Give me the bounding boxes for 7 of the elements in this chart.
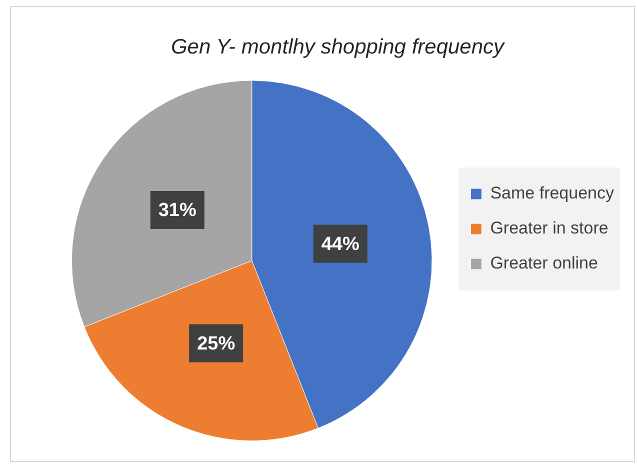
legend-label: Greater online — [490, 254, 598, 273]
legend-label: Same frequency — [490, 184, 614, 203]
data-label: 25% — [197, 334, 236, 354]
legend-label: Greater in store — [490, 218, 608, 238]
data-label: 31% — [158, 200, 196, 222]
chart-title: Gen Y- montlhy shopping frequency — [170, 35, 506, 58]
data-label: 44% — [321, 234, 360, 255]
